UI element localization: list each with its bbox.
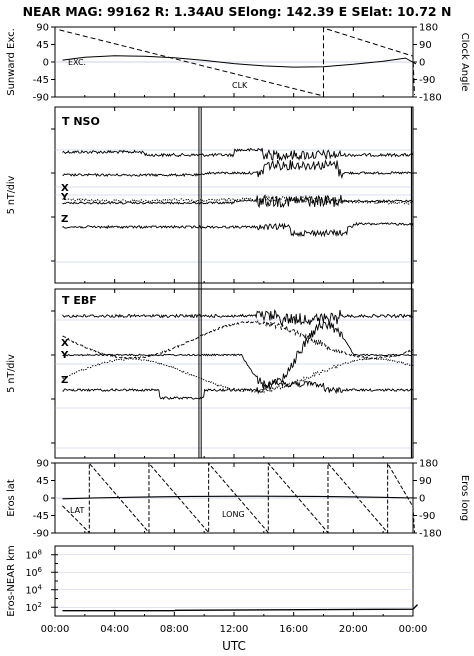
axis-ticks xyxy=(51,26,417,617)
nso-x-trace xyxy=(62,158,414,179)
annotation-lat: LAT xyxy=(70,506,84,515)
ylabel-right: Eros long xyxy=(459,475,470,521)
ebf-t-trace xyxy=(62,309,414,326)
ylabel-range: Eros-NEAR km xyxy=(6,545,17,616)
y-tick-label-left: 90 xyxy=(36,459,49,470)
data-traces xyxy=(59,27,419,612)
long-trace xyxy=(62,461,415,534)
series-label-z: Z xyxy=(61,214,68,225)
x-tick-label: 12:00 xyxy=(220,624,249,635)
x-tick-label: 00:00 xyxy=(399,624,428,635)
ylabel-right: Clock Angle xyxy=(459,33,470,92)
ebf-band-trace xyxy=(62,320,414,391)
panel-label-nso: T NSO xyxy=(62,115,100,128)
panel-frame-rng xyxy=(54,545,414,617)
y-tick-label-left: -45 xyxy=(33,75,49,86)
y-tick-label-right: 180 xyxy=(419,23,438,34)
y-tick-label-left: 90 xyxy=(36,23,49,34)
panel-frame-ebf xyxy=(54,288,414,459)
labels: NEAR MAG: 99162 R: 1.34AU SElong: 142.39… xyxy=(6,4,470,653)
annotation-clk: CLK xyxy=(232,81,248,90)
x-tick-label: 04:00 xyxy=(100,624,129,635)
clk-trace xyxy=(59,27,415,97)
nso-z-trace xyxy=(62,221,414,238)
series-label-y: Y xyxy=(60,350,69,361)
figure-title: NEAR MAG: 99162 R: 1.34AU SElong: 142.39… xyxy=(23,4,452,19)
y-tick-label: 108 xyxy=(25,548,42,561)
y-tick-label-right: -90 xyxy=(419,511,435,522)
panel-frames xyxy=(54,26,414,617)
y-tick-label-right: -180 xyxy=(419,93,442,104)
series-label-z: Z xyxy=(61,375,68,386)
nso-band-trace xyxy=(62,194,414,209)
x-tick-label: 00:00 xyxy=(41,624,70,635)
y-tick-label-right: -90 xyxy=(419,75,435,86)
exc-trace xyxy=(62,55,417,68)
exponent: 2 xyxy=(38,601,42,609)
ylabel-ebf: 5 nT/div xyxy=(6,354,17,393)
exponent: 4 xyxy=(38,583,43,591)
y-tick-label: 104 xyxy=(25,583,42,596)
y-tick-label-right: 0 xyxy=(419,494,425,505)
y-tick-label-right: 90 xyxy=(419,476,432,487)
ebf-y-trace xyxy=(62,357,414,394)
panel-label-ebf: T EBF xyxy=(62,294,97,307)
x-axis-label: UTC xyxy=(222,639,246,653)
y-tick-label-left: 0 xyxy=(43,58,49,69)
annotation-long: LONG xyxy=(222,510,245,519)
series-label-x: X xyxy=(61,183,69,194)
y-tick-label: 102 xyxy=(25,601,42,614)
series-label-y: Y xyxy=(60,192,69,203)
ebf-z-trace xyxy=(62,379,414,400)
x-tick-label: 16:00 xyxy=(279,624,308,635)
grid-lines xyxy=(55,61,413,608)
y-tick-label-right: 180 xyxy=(419,459,438,470)
range-trace xyxy=(62,604,419,612)
exponent: 6 xyxy=(38,566,43,574)
y-tick-label-left: -90 xyxy=(33,93,49,104)
annotation-exc: EXC. xyxy=(68,58,86,67)
ylabel-left: Sunward Exc. xyxy=(6,28,17,96)
x-tick-label: 20:00 xyxy=(339,624,368,635)
ylabel-left: Eros lat xyxy=(6,479,17,517)
y-tick-label-left: -45 xyxy=(33,511,49,522)
y-tick-label-left: 45 xyxy=(36,40,49,51)
y-tick-label-right: 90 xyxy=(419,40,432,51)
ylabel-nso: 5 nT/div xyxy=(6,175,17,214)
y-tick-label-left: 0 xyxy=(43,494,49,505)
nso-y-trace xyxy=(62,194,414,205)
x-tick-label: 08:00 xyxy=(160,624,189,635)
y-tick-label-right: 0 xyxy=(419,58,425,69)
nso-t-trace xyxy=(62,147,414,162)
y-tick-label-right: -180 xyxy=(419,529,442,540)
ebf-x-trace xyxy=(62,319,414,360)
y-tick-label-left: 45 xyxy=(36,476,49,487)
y-tick-label: 106 xyxy=(25,566,42,579)
series-label-x: X xyxy=(61,338,69,349)
y-tick-label-left: -90 xyxy=(33,529,49,540)
exponent: 8 xyxy=(38,548,42,556)
